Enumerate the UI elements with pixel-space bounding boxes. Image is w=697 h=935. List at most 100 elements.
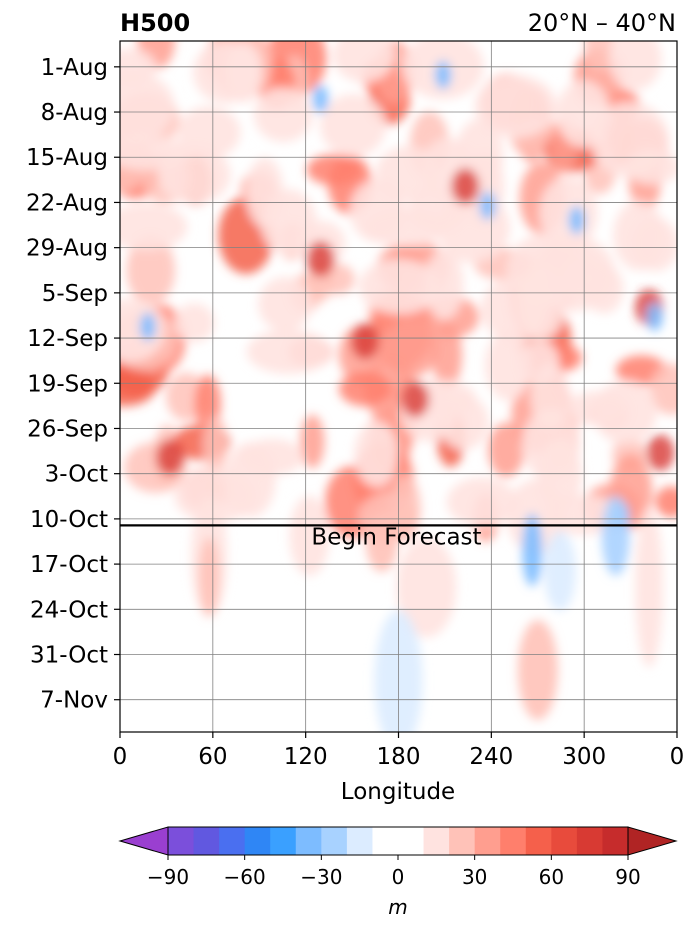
colorbar-segment: [525, 827, 552, 855]
colorbar-tick-label: −60: [224, 865, 266, 889]
y-tick-label: 26-Sep: [27, 416, 108, 442]
field-blob: [174, 303, 215, 343]
field-blob: [254, 87, 313, 142]
chart-title-right: 20°N – 40°N: [528, 9, 676, 37]
field-blob: [425, 248, 464, 320]
field-blob: [530, 362, 570, 431]
y-tick-label: 15-Aug: [26, 145, 108, 171]
field-blob: [120, 203, 188, 251]
field-blob: [139, 312, 156, 341]
y-tick-label: 29-Aug: [26, 236, 108, 262]
field-blob: [568, 206, 585, 235]
field-blob: [566, 391, 629, 426]
field-blob: [120, 134, 188, 171]
colorbar-segment: [398, 827, 425, 855]
colorbar-tick-label: 30: [462, 865, 487, 889]
colorbar-segment: [346, 827, 373, 855]
field-blob: [289, 495, 330, 576]
field-blob: [646, 434, 675, 471]
field-blob: [584, 41, 614, 72]
field-blob: [351, 323, 380, 360]
colorbar-segment: [602, 827, 629, 855]
field-blob: [339, 371, 392, 407]
colorbar-segment: [295, 827, 322, 855]
y-tick-label: 24-Oct: [30, 597, 108, 623]
field-blob: [320, 94, 386, 157]
x-tick-label: 60: [198, 744, 227, 770]
x-axis-label: Longitude: [341, 779, 455, 805]
field-blob: [613, 200, 665, 271]
y-tick-label: 17-Oct: [30, 552, 108, 578]
field-blob: [589, 102, 669, 178]
field-blob: [432, 321, 462, 389]
y-tick-label: 1-Aug: [41, 55, 108, 81]
field-blob: [156, 439, 185, 476]
field-blob: [446, 477, 518, 527]
field-blob: [488, 422, 525, 478]
field-blob: [126, 235, 176, 305]
field-blob: [364, 208, 448, 247]
colorbar-segment: [474, 827, 501, 855]
x-tick-label: 300: [562, 744, 606, 770]
colorbar-segment: [219, 827, 246, 855]
x-tick-label: 120: [284, 744, 328, 770]
field-blob: [479, 191, 496, 220]
field-blob: [203, 416, 228, 473]
colorbar-segment: [168, 827, 195, 855]
field-blob: [396, 537, 457, 638]
colorbar-tick-label: −90: [147, 865, 189, 889]
y-tick-label: 12-Sep: [27, 326, 108, 352]
colorbar-extend-high: [627, 826, 678, 856]
field-blob: [474, 75, 557, 139]
field-blob: [435, 60, 452, 89]
forecast-marker: Begin Forecast: [120, 524, 677, 550]
field-blob: [225, 41, 263, 103]
field-blob: [539, 176, 598, 250]
colorbar-extend-low: [118, 826, 169, 856]
axes: 0 60 120 180 240 300 0 1-Aug 8-Aug 15-Aug 22-Aug 29…: [26, 40, 684, 770]
colorbar-segment: [500, 827, 527, 855]
field-blob: [485, 330, 532, 401]
field-blob: [240, 438, 304, 476]
y-tick-label: 10-Oct: [30, 507, 108, 533]
field-blob: [258, 277, 312, 332]
x-tick-label: 240: [469, 744, 513, 770]
field-blob: [522, 514, 543, 587]
colorbar-segment: [270, 827, 297, 855]
field-blob: [506, 479, 566, 554]
field-blob: [199, 537, 220, 617]
colorbar-tick-label: 90: [615, 865, 640, 889]
colorbar-segment: [576, 827, 603, 855]
colorbar-segment: [423, 827, 450, 855]
field-blob: [635, 507, 664, 668]
field-blob: [517, 620, 558, 720]
field-blob: [312, 85, 329, 114]
y-tick-label: 7-Nov: [40, 688, 108, 714]
field-blob: [375, 146, 441, 202]
y-tick-label: 22-Aug: [26, 190, 108, 216]
field-blob: [260, 189, 317, 256]
colorbar-segment: [193, 827, 220, 855]
y-tick-label: 31-Oct: [30, 643, 108, 669]
colorbar-label: m: [388, 895, 407, 919]
chart-title-left: H500: [120, 9, 190, 37]
field-blob: [365, 511, 398, 572]
field-blob: [544, 530, 576, 611]
colorbar-segment: [551, 827, 578, 855]
y-tick-label: 5-Sep: [42, 281, 108, 307]
field-blob: [401, 381, 430, 418]
x-tick-label: 0: [113, 744, 128, 770]
x-tick-label: 180: [377, 744, 421, 770]
y-tick-label: 8-Aug: [41, 100, 108, 126]
field-blob: [584, 264, 624, 314]
field-blob: [306, 241, 335, 277]
colorbar-tick-label: 0: [392, 865, 405, 889]
colorbar-segment: [449, 827, 476, 855]
field-blob: [556, 80, 610, 148]
colorbar-tick-label: −30: [300, 865, 342, 889]
field-blob: [358, 259, 440, 315]
field-blob: [507, 232, 593, 305]
forecast-label: Begin Forecast: [311, 524, 481, 550]
field-blob: [246, 329, 332, 374]
